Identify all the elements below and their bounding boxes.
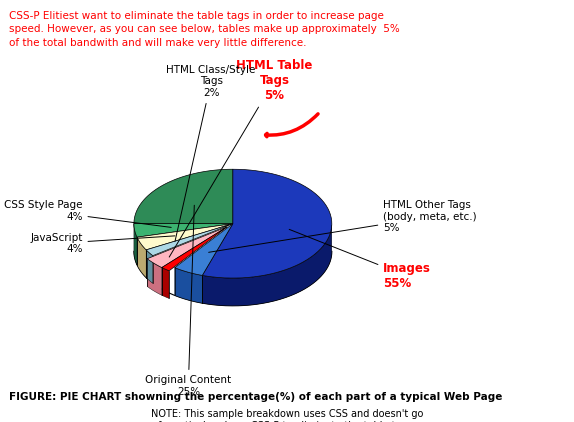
Text: CSS Style Page
4%: CSS Style Page 4% (4, 200, 171, 227)
Polygon shape (134, 224, 233, 237)
Polygon shape (174, 268, 202, 303)
Polygon shape (137, 237, 146, 278)
Text: CSS-P Elitiest want to eliminate the table tags in order to increase page
speed.: CSS-P Elitiest want to eliminate the tab… (9, 11, 400, 48)
Polygon shape (174, 224, 233, 276)
Text: FIGURE: PIE CHART showning the percentage(%) of each part of a typical Web Page: FIGURE: PIE CHART showning the percentag… (9, 392, 502, 402)
Polygon shape (147, 227, 227, 268)
Text: HTML Other Tags
(body, meta, etc.)
5%: HTML Other Tags (body, meta, etc.) 5% (209, 200, 477, 252)
Polygon shape (134, 224, 137, 265)
Polygon shape (134, 169, 233, 224)
Polygon shape (162, 268, 169, 298)
Text: NOTE: This sample breakdown uses CSS and doesn't go
fanactical and use CSS-P to : NOTE: This sample breakdown uses CSS and… (151, 409, 423, 422)
Polygon shape (147, 259, 162, 295)
Polygon shape (146, 224, 233, 256)
Text: HTML Table
Tags
5%: HTML Table Tags 5% (169, 59, 313, 257)
Polygon shape (146, 250, 153, 283)
Polygon shape (202, 225, 332, 306)
Text: JavaScript
4%: JavaScript 4% (30, 233, 175, 254)
Text: Images
55%: Images 55% (289, 230, 431, 290)
Polygon shape (162, 227, 227, 271)
Polygon shape (202, 169, 332, 278)
Polygon shape (137, 224, 233, 250)
Text: Original Content
25%: Original Content 25% (145, 205, 231, 397)
Text: HTML Class/Style
Tags
2%: HTML Class/Style Tags 2% (166, 65, 256, 241)
